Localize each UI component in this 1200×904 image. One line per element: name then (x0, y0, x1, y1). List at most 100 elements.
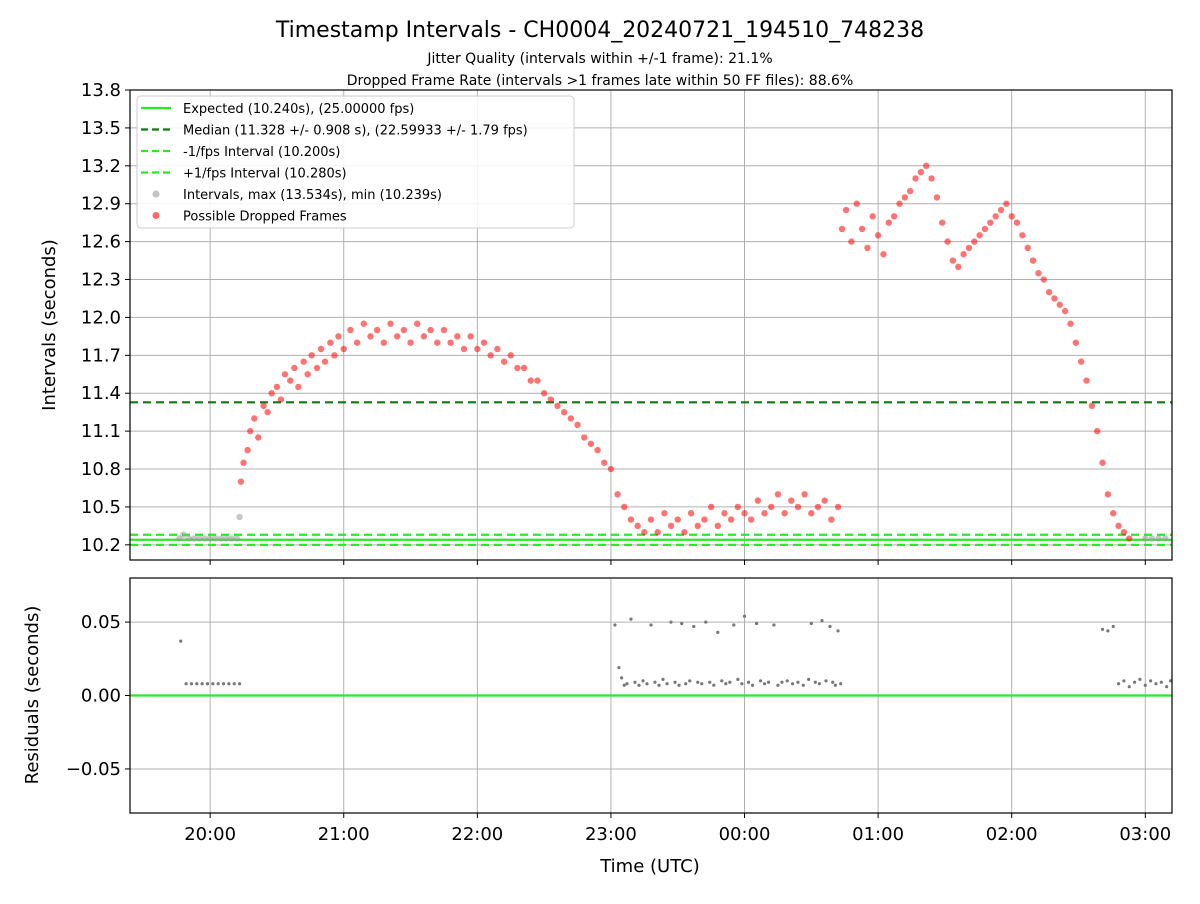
intervals-data-point (939, 219, 946, 226)
intervals-data-point (313, 364, 321, 372)
intervals-y-tick-label: 13.2 (81, 156, 121, 177)
intervals-data-point (965, 244, 973, 252)
intervals-data-point (949, 257, 957, 264)
intervals-data-point (814, 503, 822, 511)
intervals-data-point (222, 535, 230, 542)
intervals-data-point (237, 478, 245, 485)
intervals-data-point (281, 371, 289, 378)
intervals-data-point (727, 516, 735, 523)
residuals-data-point (184, 682, 188, 686)
intervals-data-point (674, 516, 681, 523)
residuals-data-point (708, 680, 712, 684)
intervals-data-point (520, 364, 528, 372)
intervals-data-point (291, 364, 298, 372)
intervals-data-point (828, 516, 835, 523)
intervals-data-point (273, 383, 281, 391)
intervals-data-point (848, 238, 855, 245)
intervals-data-point (614, 491, 621, 498)
intervals-data-point (308, 352, 315, 359)
intervals-data-point (1003, 200, 1010, 207)
intervals-data-point (971, 238, 978, 245)
intervals-y-tick-label: 12.9 (81, 194, 121, 215)
residuals-data-point (728, 680, 732, 684)
intervals-data-point (987, 219, 994, 226)
residuals-data-point (637, 683, 641, 687)
chart-subtitle-jitter: Jitter Quality (intervals within +/-1 fr… (426, 51, 772, 67)
intervals-data-point (1120, 529, 1128, 536)
intervals-y-tick-label: 11.4 (81, 383, 121, 404)
intervals-data-point (507, 352, 514, 359)
intervals-data-point (922, 162, 930, 170)
intervals-data-point (534, 377, 541, 384)
intervals-y-tick-label: 10.2 (81, 535, 121, 556)
intervals-data-point (255, 434, 262, 441)
intervals-data-point (634, 522, 641, 530)
intervals-data-point (992, 213, 999, 220)
intervals-data-point (251, 415, 258, 422)
residuals-x-tick-label: 02:00 (986, 824, 1038, 845)
residuals-data-point (645, 682, 649, 686)
intervals-data-point (901, 194, 909, 201)
intervals-data-point (176, 535, 183, 542)
residuals-data-point (1106, 629, 1110, 633)
legend-entry: +1/fps Interval (10.280s) (141, 167, 347, 182)
intervals-data-point (687, 510, 695, 517)
intervals-data-point (607, 465, 615, 473)
intervals-data-point (454, 333, 461, 340)
residuals-data-point (677, 683, 681, 687)
intervals-data-point (347, 326, 354, 334)
intervals-data-point (554, 402, 561, 410)
intervals-data-point (1093, 427, 1101, 435)
residuals-data-point (740, 682, 744, 686)
intervals-data-point (1072, 339, 1080, 346)
intervals-data-point (373, 326, 381, 334)
intervals-data-point (747, 516, 755, 523)
residuals-data-point (227, 682, 231, 686)
residuals-data-point (205, 682, 210, 686)
intervals-data-point (853, 200, 860, 207)
intervals-data-point (236, 513, 243, 521)
intervals-data-point (1029, 257, 1037, 264)
residuals-data-point (736, 677, 740, 681)
residuals-data-point (754, 621, 759, 626)
intervals-data-point (514, 364, 521, 372)
intervals-data-point (393, 333, 401, 340)
intervals-data-point (1083, 377, 1090, 384)
residuals-data-point (237, 682, 242, 686)
residuals-data-point (633, 680, 637, 684)
intervals-data-point (474, 345, 481, 353)
intervals-y-tick-label: 12.3 (81, 270, 121, 291)
intervals-data-point (1162, 535, 1169, 542)
intervals-y-tick-label: 12.0 (81, 307, 121, 328)
residuals-data-point (613, 623, 617, 627)
intervals-data-point (834, 503, 842, 511)
intervals-data-point (460, 345, 468, 353)
intervals-data-point (754, 497, 762, 504)
intervals-data-point (641, 529, 648, 536)
residuals-data-point (216, 682, 220, 686)
intervals-data-point (1104, 491, 1112, 498)
intervals-data-point (247, 427, 254, 435)
residuals-data-point (831, 680, 835, 684)
intervals-data-point (880, 251, 887, 258)
intervals-data-point (420, 333, 428, 340)
residuals-y-tick-label: −0.05 (66, 759, 121, 780)
intervals-data-point (981, 225, 989, 233)
chart-title: Timestamp Intervals - CH0004_20240721_19… (275, 18, 924, 43)
legend-label: Expected (10.240s), (25.00000 fps) (183, 102, 414, 117)
legend-box (136, 95, 575, 229)
intervals-y-axis-label: Intervals (seconds) (39, 239, 60, 411)
legend-label: -1/fps Interval (10.200s) (183, 145, 340, 160)
intervals-data-point (480, 339, 488, 346)
residuals-y-tick-label: 0.05 (81, 612, 121, 633)
residuals-data-point (620, 676, 624, 680)
intervals-data-point (694, 522, 701, 530)
intervals-data-point (714, 522, 721, 530)
intervals-y-tick-label: 13.8 (81, 80, 121, 101)
intervals-data-point (264, 408, 271, 416)
intervals-data-point (331, 352, 338, 359)
residuals-data-point (807, 677, 811, 681)
intervals-data-point (540, 390, 548, 397)
